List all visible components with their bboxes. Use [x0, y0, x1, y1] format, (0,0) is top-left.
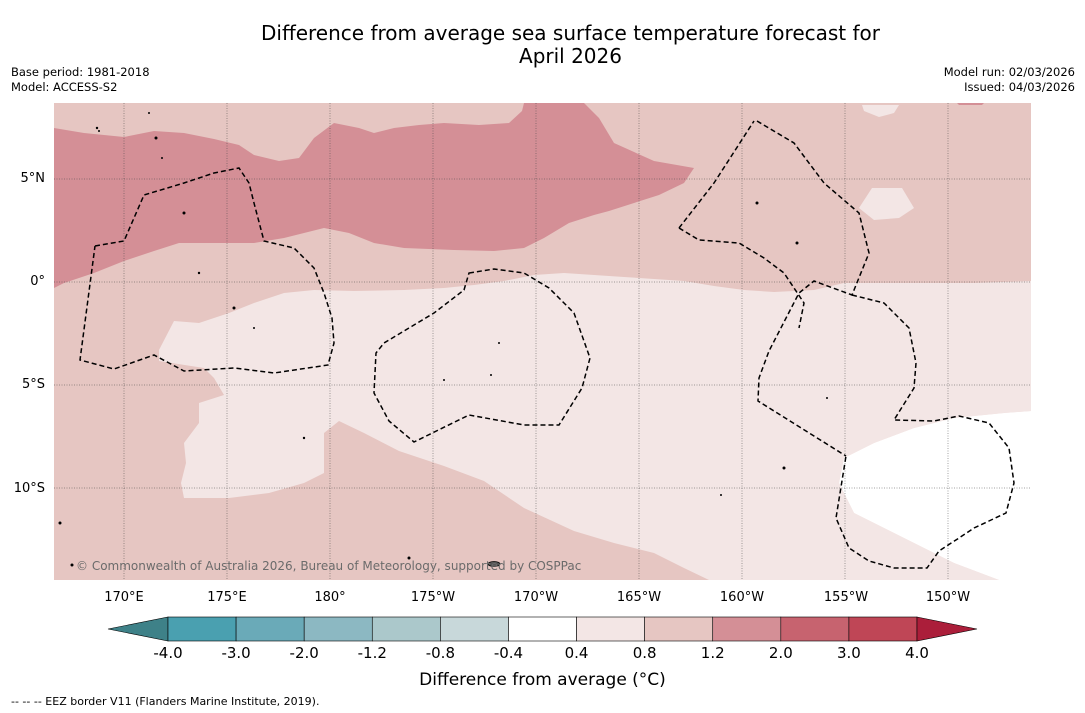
eez-kiribati-phoenix: [678, 227, 805, 329]
colorbar-bin: [303, 616, 373, 642]
lat-label-10S: 10°S: [13, 481, 45, 496]
colorbar-tick-label: 2.0: [768, 644, 793, 662]
meta-left: Base period: 1981-2018 Model: ACCESS-S2: [11, 65, 150, 95]
anomaly-region-0.4-0.8: [862, 105, 899, 117]
colorbar-bin: [780, 616, 850, 642]
colorbar-bin: [848, 616, 918, 642]
island: [795, 241, 799, 245]
sst-map: [54, 103, 1031, 580]
island: [490, 374, 492, 376]
island: [58, 521, 62, 525]
island: [95, 126, 99, 130]
island: [154, 136, 158, 140]
colorbar-bin: [235, 616, 305, 642]
anomaly-region-0.4-0.8: [159, 273, 1031, 580]
colorbar-tick-label: 0.8: [632, 644, 657, 662]
eez-kiribati-phoenix-line: [756, 120, 870, 457]
lon-label-150W: 150°W: [925, 590, 971, 605]
colorbar-tick-label: -4.0: [153, 644, 183, 662]
eez-borders: [79, 120, 1015, 569]
meta-right: Model run: 02/03/2026 Issued: 04/03/2026: [944, 65, 1075, 95]
island: [148, 112, 150, 114]
colorbar-bin: [712, 616, 782, 642]
island: [253, 327, 255, 329]
title-line-1: Difference from average sea surface temp…: [260, 21, 880, 45]
island: [70, 563, 74, 567]
island: [498, 342, 500, 344]
lon-label-160W: 160°W: [719, 590, 765, 605]
eez-kiribati-gilberts: [79, 167, 335, 374]
model-name: Model: ACCESS-S2: [11, 80, 118, 94]
lon-label-175W: 175°W: [410, 590, 456, 605]
lon-label-180: 180°: [314, 590, 346, 605]
island: [720, 494, 722, 496]
island: [302, 436, 306, 440]
colorbar-bin: [440, 616, 509, 642]
colorbar-bins: [167, 616, 918, 642]
anomaly-region-1.2-2.0: [957, 103, 984, 105]
anomaly-region-0.4-0.8: [859, 188, 914, 220]
colorbar-tick-label: -1.2: [357, 644, 387, 662]
colorbar-tick-label: 0.4: [564, 644, 589, 662]
colorbar-tick-label: -0.8: [425, 644, 455, 662]
lon-label-170E: 170°E: [104, 590, 144, 605]
eez-footnote: -- -- -- EEZ border V11 (Flanders Marine…: [11, 695, 320, 708]
lat-label-0: 0°: [30, 274, 45, 289]
island: [98, 130, 100, 132]
colorbar-extend-min: [107, 616, 169, 642]
colorbar-bin: [508, 616, 577, 642]
lat-label-5S: 5°S: [21, 377, 45, 392]
island: [487, 561, 501, 567]
colorbar-tick-label: -0.4: [493, 644, 524, 662]
model-run: Model run: 02/03/2026: [943, 65, 1075, 79]
colorbar-tick-label: 4.0: [905, 644, 929, 662]
colorbar-bin: [167, 616, 237, 642]
colorbar-bin: [644, 616, 714, 642]
colorbar-bin: [371, 616, 441, 642]
anomaly-region-1.2-2.0: [54, 103, 694, 288]
colorbar-extend-max: [916, 616, 978, 642]
colorbar-tick-label: -3.0: [221, 644, 251, 662]
island: [826, 397, 828, 399]
colorbar-tick-label: 3.0: [836, 644, 861, 662]
colorbar-title: Difference from average (°C): [419, 670, 666, 690]
eez-kiribati-line-south: [835, 294, 1015, 569]
anomaly-region-neutral: [839, 411, 1031, 580]
eez-kiribati-phoenix-north: [678, 120, 755, 229]
lat-label-5N: 5°N: [20, 171, 46, 186]
islands: [58, 112, 828, 567]
lon-label-170W: 170°W: [513, 590, 559, 605]
sst-map-svg: [54, 103, 1031, 580]
colorbar: [107, 616, 978, 642]
issued-date: Issued: 04/03/2026: [964, 80, 1075, 94]
island: [755, 201, 759, 205]
base-period: Base period: 1981-2018: [11, 65, 150, 79]
island: [197, 271, 201, 275]
lon-label-155W: 155°W: [823, 590, 869, 605]
title-line-2: April 2026: [519, 44, 622, 68]
colorbar-tick-label: 1.2: [700, 644, 725, 662]
island: [182, 211, 186, 215]
colorbar-bin: [576, 616, 645, 642]
island: [782, 466, 786, 470]
copyright-notice: © Commonwealth of Australia 2026, Bureau…: [76, 559, 582, 573]
island: [443, 379, 445, 381]
island: [161, 157, 163, 159]
map-title: Difference from average sea surface temp…: [0, 22, 1085, 68]
eez-tuvalu: [373, 268, 591, 443]
lon-label-165W: 165°W: [616, 590, 662, 605]
graticule: [54, 103, 1031, 580]
lon-label-175E: 175°E: [207, 590, 247, 605]
island: [232, 306, 236, 310]
island: [407, 556, 411, 560]
colorbar-tick-label: -2.0: [289, 644, 319, 662]
